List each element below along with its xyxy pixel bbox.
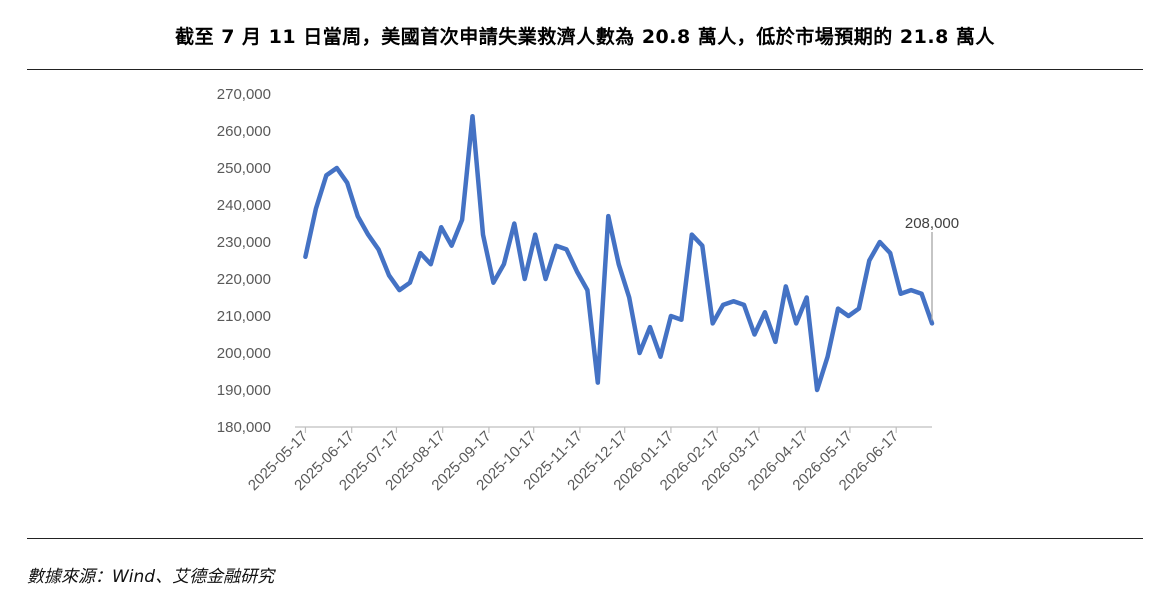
top-divider	[27, 69, 1143, 70]
y-tick-label: 190,000	[217, 382, 271, 399]
bottom-divider	[27, 538, 1143, 539]
chart-title: 截至 7 月 11 日當周，美國首次申請失業救濟人數為 20.8 萬人，低於市場…	[175, 26, 995, 48]
y-tick-label: 220,000	[217, 271, 271, 288]
x-axis: 2025-05-172025-06-172025-07-172025-08-17…	[245, 427, 902, 494]
y-tick-label: 250,000	[217, 160, 271, 177]
annotation-last-value: 208,000	[905, 215, 959, 232]
data-source-note: 數據來源：Wind、艾德金融研究	[27, 567, 275, 587]
y-axis: 180,000 190,000 200,000 210,000 220,000 230,0…	[217, 86, 271, 436]
y-tick-label: 180,000	[217, 419, 271, 436]
y-tick-label: 260,000	[217, 123, 271, 140]
y-tick-label: 240,000	[217, 197, 271, 214]
y-tick-label: 210,000	[217, 308, 271, 325]
y-tick-label: 230,000	[217, 234, 271, 251]
y-tick-label: 270,000	[217, 86, 271, 103]
y-tick-label: 200,000	[217, 345, 271, 362]
series-line-initial-claims	[303, 113, 935, 393]
